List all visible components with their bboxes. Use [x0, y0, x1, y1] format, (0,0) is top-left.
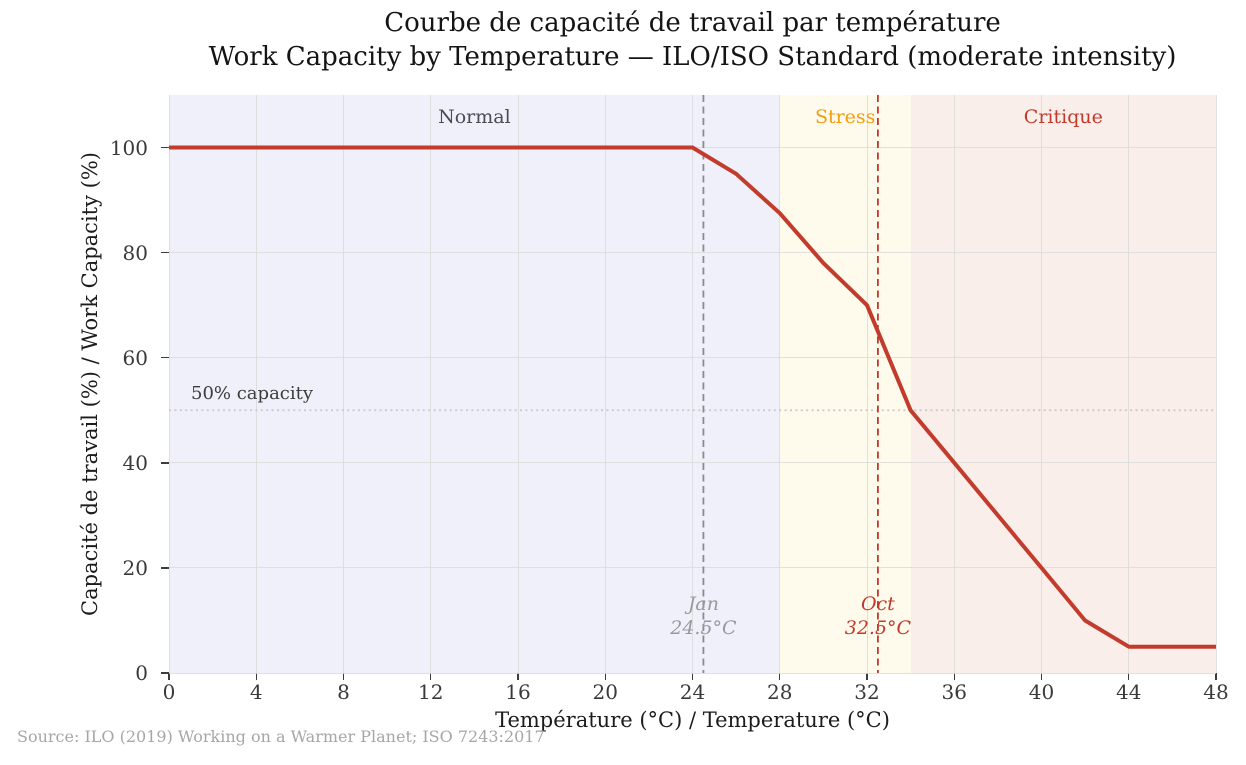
x-gridline: [255, 95, 257, 673]
x-gridline: [517, 95, 519, 673]
zone-band-stress: [779, 95, 911, 673]
y-tick-label: 60: [122, 345, 148, 370]
y-tick-label: 100: [109, 135, 148, 160]
x-tick-label: 24: [679, 680, 706, 704]
chart-svg: [169, 95, 1216, 673]
x-tick-mark: [1040, 673, 1043, 680]
x-tick-mark: [168, 673, 170, 680]
x-tick-label: 0: [162, 680, 176, 704]
plot-area: Normal Stress Critique Jan 24.5°C Oct 32…: [168, 95, 1217, 674]
zone-band-normal: [169, 95, 780, 673]
y-gridline: [169, 357, 1216, 359]
x-tick-mark: [866, 673, 868, 680]
y-tick-mark: [161, 672, 169, 674]
x-gridline: [430, 95, 432, 673]
y-tick-mark: [161, 146, 169, 149]
y-tick-label: 80: [122, 240, 148, 265]
x-tick-mark: [430, 673, 432, 680]
fifty-percent-label: 50% capacity: [191, 383, 314, 404]
x-gridline: [692, 95, 693, 673]
x-tick-label: 12: [418, 680, 444, 704]
x-tick-label: 28: [767, 680, 793, 704]
oct-annotation-temp: 32.5°C: [844, 617, 912, 639]
x-gridline: [168, 95, 170, 673]
jan-annotation-temp: 24.5°C: [670, 617, 737, 639]
y-tick-label: 40: [122, 450, 148, 475]
y-gridline: [169, 462, 1216, 464]
x-tick-label: 16: [505, 680, 531, 704]
chart-title-line1: Courbe de capacité de travail par tempér…: [384, 8, 1001, 38]
jan-annotation-month: Jan: [687, 593, 719, 615]
zone-label-critique: Critique: [1023, 106, 1103, 128]
x-tick-mark: [342, 673, 345, 680]
x-gridline: [1128, 95, 1130, 673]
y-tick-label: 0: [135, 661, 148, 685]
x-tick-label: 32: [854, 680, 880, 704]
y-gridline: [169, 567, 1216, 569]
oct-annotation: Oct 32.5°C: [845, 592, 911, 640]
x-tick-mark: [604, 673, 606, 680]
x-gridline: [1215, 95, 1217, 673]
y-gridline: [169, 252, 1216, 254]
chart-title-line2: Work Capacity by Temperature — ILO/ISO S…: [208, 42, 1177, 72]
x-tick-label: 8: [337, 680, 350, 704]
x-gridline: [1041, 95, 1042, 673]
x-tick-label: 44: [1116, 680, 1142, 704]
x-tick-mark: [779, 673, 781, 680]
x-tick-mark: [1215, 673, 1217, 680]
x-gridline: [779, 95, 781, 673]
y-tick-mark: [161, 357, 169, 359]
x-tick-mark: [255, 673, 257, 680]
x-tick-label: 20: [592, 680, 618, 704]
x-tick-label: 36: [941, 680, 967, 704]
jan-annotation: Jan 24.5°C: [670, 592, 736, 640]
y-tick-label: 20: [122, 555, 148, 580]
source-note: Source: ILO (2019) Working on a Warmer P…: [17, 727, 545, 746]
y-tick-mark: [161, 462, 169, 464]
y-gridline: [169, 672, 1216, 674]
capacity-curve: [169, 145, 1216, 649]
x-axis-label: Température (°C) / Temperature (°C): [495, 708, 890, 732]
y-axis-label: Capacité de travail (%) / Work Capacity …: [78, 152, 102, 616]
y-tick-mark: [161, 567, 169, 569]
x-tick-mark: [691, 673, 694, 680]
x-gridline: [604, 95, 606, 673]
y-tick-mark: [161, 251, 169, 254]
x-tick-mark: [1128, 673, 1130, 680]
x-gridline: [953, 95, 955, 673]
x-tick-mark: [517, 673, 519, 680]
chart-title: Courbe de capacité de travail par tempér…: [169, 6, 1216, 74]
zone-label-normal: Normal: [438, 106, 511, 128]
x-tick-label: 40: [1028, 680, 1055, 704]
oct-annotation-month: Oct: [860, 593, 895, 615]
x-gridline: [343, 95, 344, 673]
zone-label-stress: Stress: [814, 106, 876, 128]
x-tick-label: 48: [1203, 680, 1229, 704]
x-tick-mark: [953, 673, 955, 680]
x-tick-label: 4: [249, 680, 263, 704]
x-gridline: [866, 95, 868, 673]
zone-band-critique: [910, 95, 1216, 673]
